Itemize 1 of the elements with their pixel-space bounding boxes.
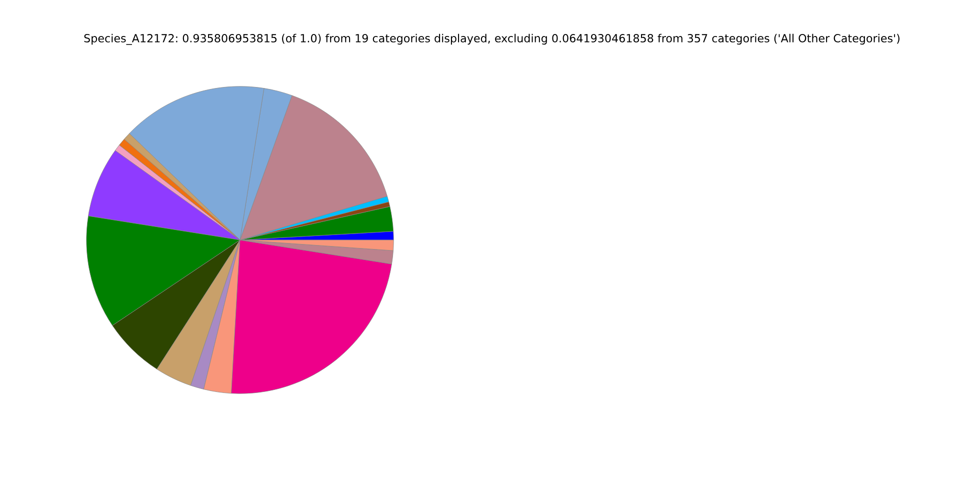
text: Species_A12172: 0.935806953815 (of 1.0) from 19 categories displayed, excluding 0.0641930461858 from 357 categories ('All Other Categories') — [84, 34, 900, 45]
